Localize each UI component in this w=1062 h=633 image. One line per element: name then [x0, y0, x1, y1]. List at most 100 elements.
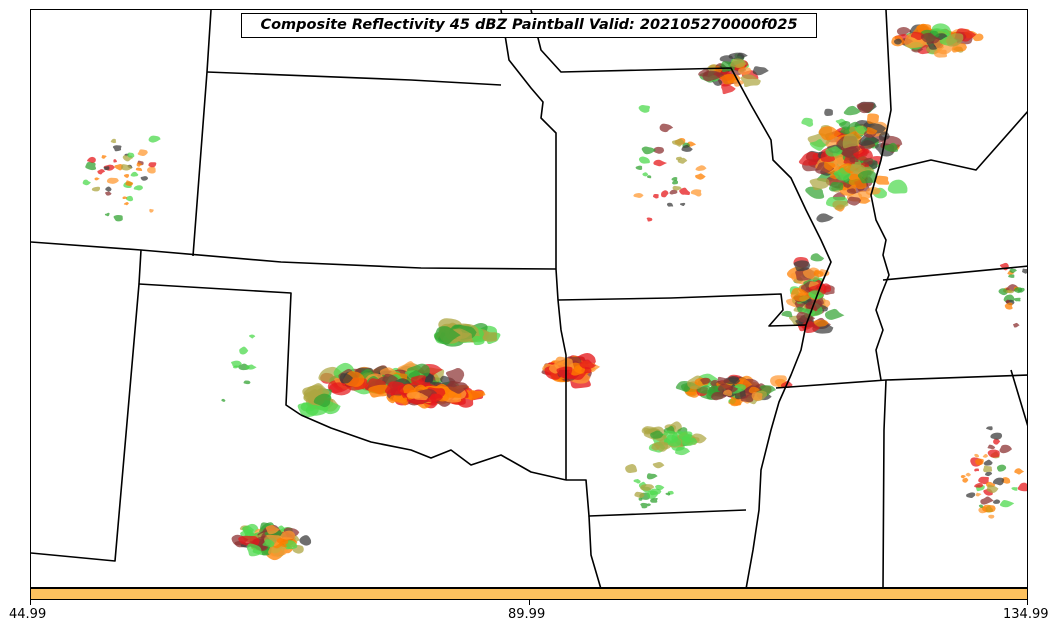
state-border-1	[206, 71, 502, 86]
reflectivity-cell	[805, 186, 825, 199]
reflectivity-cell	[866, 127, 878, 135]
reflectivity-cell	[798, 151, 819, 166]
reflectivity-cell	[1007, 270, 1015, 276]
reflectivity-cell	[1009, 268, 1017, 273]
colorbar-tick-mid	[529, 600, 530, 605]
reflectivity-cell	[987, 444, 996, 450]
reflectivity-cell	[1011, 487, 1018, 491]
reflectivity-cell	[978, 476, 989, 485]
reflectivity-cell	[113, 159, 117, 163]
reflectivity-cell	[106, 177, 119, 184]
reflectivity-cell	[790, 287, 813, 302]
reflectivity-cell	[554, 356, 575, 370]
reflectivity-cell	[982, 504, 996, 513]
reflectivity-cell	[751, 392, 763, 401]
reflectivity-cell	[245, 364, 257, 370]
reflectivity-cell	[97, 169, 105, 175]
reflectivity-cell	[847, 196, 862, 206]
state-border-10	[745, 324, 807, 587]
reflectivity-cell	[824, 108, 833, 117]
reflectivity-cell	[663, 430, 679, 444]
reflectivity-cell	[638, 105, 650, 113]
reflectivity-cell	[974, 468, 980, 472]
reflectivity-cell	[675, 156, 683, 161]
reflectivity-cell	[103, 166, 110, 171]
reflectivity-cell	[1014, 468, 1025, 475]
reflectivity-cell	[123, 202, 129, 206]
state-border-14	[882, 265, 1027, 281]
reflectivity-cell	[962, 477, 969, 483]
reflectivity-cell	[101, 155, 107, 159]
reflectivity-cell	[147, 166, 156, 174]
reflectivity-cell	[104, 191, 112, 196]
reflectivity-cell	[752, 66, 769, 76]
reflectivity-cell	[857, 170, 877, 184]
reflectivity-cell	[690, 189, 702, 197]
reflectivity-cell	[642, 172, 649, 177]
reflectivity-cell	[801, 117, 814, 127]
reflectivity-cell	[843, 105, 862, 116]
reflectivity-cell	[675, 381, 691, 392]
reflectivity-cell	[384, 381, 405, 395]
reflectivity-cell	[671, 177, 678, 181]
reflectivity-cell	[893, 38, 902, 45]
reflectivity-cell	[140, 176, 149, 181]
reflectivity-cell	[679, 202, 686, 207]
reflectivity-cell	[85, 161, 97, 171]
reflectivity-cell	[262, 539, 275, 548]
reflectivity-cell	[647, 175, 652, 179]
reflectivity-cell	[556, 366, 573, 379]
reflectivity-cell	[992, 499, 1001, 504]
reflectivity-cell	[975, 458, 984, 466]
reflectivity-cell	[809, 138, 827, 151]
reflectivity-cell	[809, 178, 830, 191]
reflectivity-cell	[122, 196, 128, 200]
state-border-6	[557, 293, 807, 327]
reflectivity-cell	[641, 146, 657, 155]
reflectivity-cell	[650, 430, 664, 439]
reflectivity-cell	[82, 179, 91, 186]
reflectivity-cell	[700, 377, 711, 385]
state-border-0	[192, 10, 212, 257]
reflectivity-cell	[137, 149, 148, 156]
reflectivity-cell	[646, 473, 658, 480]
reflectivity-cell	[246, 543, 262, 557]
reflectivity-cell	[986, 484, 999, 493]
reflectivity-cell	[646, 503, 651, 507]
colorbar	[30, 588, 1028, 600]
reflectivity-cell	[650, 497, 658, 503]
reflectivity-cell	[114, 164, 124, 171]
state-border-5	[500, 10, 567, 480]
reflectivity-cell	[984, 471, 993, 477]
reflectivity-cell	[248, 334, 256, 339]
reflectivity-cell	[849, 163, 866, 174]
reflectivity-cell	[824, 161, 836, 171]
reflectivity-cell	[681, 144, 693, 152]
reflectivity-cell	[965, 472, 971, 477]
reflectivity-cell	[445, 368, 465, 384]
reflectivity-cell	[818, 126, 842, 141]
reflectivity-cell	[796, 311, 816, 323]
reflectivity-cell	[675, 446, 691, 456]
colorbar-tick-min	[30, 600, 31, 605]
reflectivity-cell	[125, 195, 134, 202]
map-canvas	[31, 10, 1027, 587]
reflectivity-cell	[243, 380, 251, 385]
reflectivity-cell	[992, 477, 1005, 486]
reflectivity-cell	[808, 290, 824, 300]
reflectivity-cell	[640, 484, 655, 491]
reflectivity-cell	[856, 102, 875, 114]
reflectivity-cell	[728, 52, 745, 61]
reflectivity-cell	[863, 157, 873, 165]
state-border-16	[1010, 369, 1027, 427]
reflectivity-cell	[816, 213, 834, 223]
reflectivity-cell	[982, 453, 989, 458]
reflectivity-cell	[328, 382, 351, 394]
reflectivity-cell	[865, 186, 881, 196]
reflectivity-cell	[447, 380, 469, 394]
reflectivity-cell	[148, 135, 161, 143]
reflectivity-cell	[946, 33, 964, 47]
reflectivity-cell	[265, 525, 280, 535]
reflectivity-cell	[672, 180, 679, 185]
reflectivity-cell	[653, 441, 669, 452]
